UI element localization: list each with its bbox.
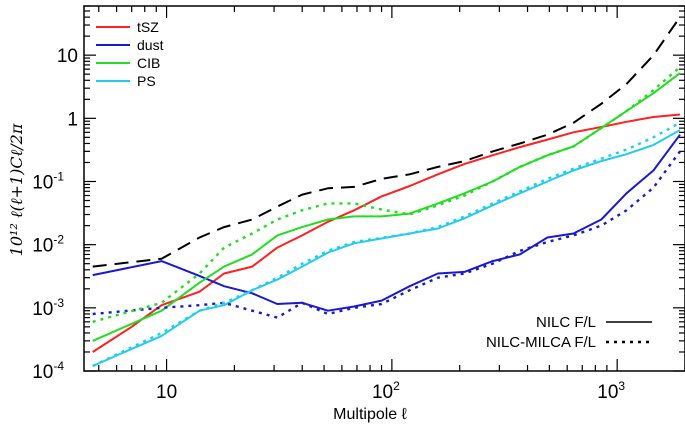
plot-frame [83,5,685,372]
tsz-solid-line [92,113,681,353]
legend-label-cib: CIB [137,55,160,71]
legend-label-tsz: tSZ [137,19,159,35]
legend: tSZ dust CIB PS [96,19,164,89]
x-tick-label: 103 [597,379,625,403]
y-tick-label: 10-4 [32,359,64,383]
x-tick-label: 102 [372,379,400,403]
style-legend-label: NILC-MILCA F/L [486,334,596,351]
series-layer [92,16,681,368]
series-5-dotted-line [92,150,681,319]
y-tick-label: 10-2 [32,233,64,257]
y-tick-label: 10-3 [32,296,64,320]
cib-solid-line [92,72,681,342]
legend-label-dust: dust [137,37,164,53]
x-axis-label: Multipole ℓ [333,406,407,423]
dust-solid-line [92,134,681,312]
series-7-dotted-line [92,121,681,368]
y-tick-label: 10 [57,46,78,67]
y-tick-label: 1 [67,109,78,130]
y-tick-label: 10-1 [32,169,64,193]
line-style-legend: NILC F/L NILC-MILCA F/L [486,314,652,351]
series-0-dashed-line [92,16,681,268]
y-axis-label: 10¹² ℓ(ℓ+1)Cℓ/2π [7,123,26,256]
legend-label-ps: PS [137,73,156,89]
x-tick-label: 10 [156,382,177,403]
axis-ticks: 10 102 103 10-4 10-3 10-2 10-1 1 10 [32,5,685,403]
style-legend-label: NILC F/L [536,314,596,331]
